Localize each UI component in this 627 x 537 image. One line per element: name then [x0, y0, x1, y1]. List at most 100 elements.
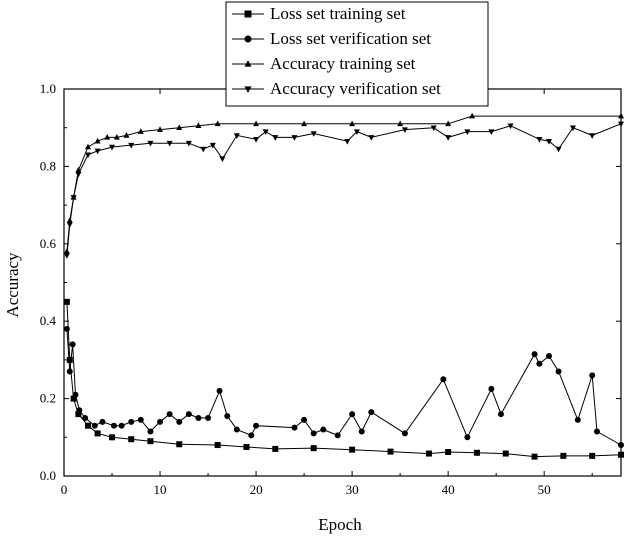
- data-point: [109, 434, 116, 441]
- data-point: [195, 414, 202, 421]
- legend-items: Loss set training set Loss set verificati…: [232, 4, 441, 98]
- data-point: [502, 450, 509, 457]
- data-point: [387, 448, 394, 455]
- data-point: [75, 411, 82, 418]
- data-point: [66, 356, 73, 363]
- data-point: [63, 325, 70, 332]
- y-axis-title: Accuracy: [3, 252, 22, 318]
- data-point: [82, 414, 89, 421]
- legend-marker: [244, 35, 252, 43]
- data-point: [113, 134, 120, 140]
- x-tick-label: 50: [538, 482, 551, 497]
- data-point: [253, 137, 260, 143]
- data-point: [368, 409, 375, 416]
- data-point: [118, 422, 125, 429]
- data-point: [464, 129, 471, 135]
- data-point: [110, 422, 117, 429]
- data-point: [176, 418, 183, 425]
- data-point: [545, 353, 552, 360]
- data-point: [464, 434, 471, 441]
- data-point: [66, 222, 73, 228]
- legend-item: Loss set training set: [232, 4, 406, 23]
- data-point: [358, 428, 365, 435]
- series-line: [66, 328, 622, 446]
- data-point: [272, 135, 279, 141]
- data-point: [63, 253, 70, 259]
- data-point: [536, 360, 543, 367]
- legend-label: Loss set verification set: [270, 29, 431, 48]
- data-point: [209, 142, 216, 149]
- data-point: [66, 368, 73, 375]
- legend-item: Accuracy verification set: [232, 79, 441, 98]
- data-point: [253, 120, 260, 127]
- data-point: [248, 432, 255, 439]
- y-tick-label: 0.4: [40, 313, 57, 328]
- x-tick-label: 10: [154, 482, 167, 497]
- data-point: [320, 426, 327, 433]
- data-point: [243, 443, 250, 450]
- data-point: [589, 452, 596, 459]
- legend-marker: [244, 10, 252, 18]
- legend-label: Accuracy verification set: [270, 79, 441, 98]
- legend-marker: [244, 60, 252, 67]
- data-point: [70, 395, 77, 402]
- data-point: [272, 445, 279, 452]
- legend: Loss set training set Loss set verificati…: [225, 1, 489, 107]
- data-point: [473, 449, 480, 456]
- data-point: [76, 407, 83, 414]
- data-point: [128, 142, 135, 149]
- series-line: [66, 115, 621, 252]
- data-point: [157, 418, 164, 425]
- data-point: [291, 135, 298, 141]
- data-point: [445, 449, 452, 456]
- data-point: [569, 125, 576, 132]
- data-point: [91, 422, 98, 429]
- data-point: [94, 137, 101, 144]
- data-point: [72, 391, 79, 398]
- data-point: [63, 298, 70, 305]
- data-point: [425, 450, 432, 457]
- data-point: [618, 121, 624, 128]
- data-point: [334, 432, 341, 439]
- data-point: [488, 129, 495, 135]
- data-point: [85, 152, 92, 159]
- data-point: [291, 424, 298, 431]
- data-point: [593, 428, 600, 435]
- data-point: [440, 376, 447, 383]
- y-tick-label: 0.6: [40, 236, 57, 251]
- data-point: [200, 146, 207, 153]
- axes: [63, 88, 622, 477]
- legend-box: [225, 1, 489, 107]
- data-point: [85, 143, 92, 150]
- data-point: [185, 411, 192, 418]
- data-point: [99, 418, 106, 425]
- data-point: [545, 138, 552, 145]
- x-tick-label: 40: [442, 482, 455, 497]
- data-point: [368, 135, 375, 141]
- data-point: [507, 123, 514, 130]
- data-point: [618, 451, 624, 458]
- x-tick-label: 30: [346, 482, 359, 497]
- series-2: [63, 112, 624, 254]
- data-point: [94, 148, 101, 155]
- data-point: [401, 430, 408, 437]
- data-point: [618, 112, 624, 119]
- data-point: [176, 124, 183, 130]
- data-point: [344, 138, 351, 145]
- data-point: [397, 120, 404, 127]
- data-point: [555, 146, 562, 153]
- data-point: [445, 135, 452, 141]
- y-tick-label: 0.0: [40, 468, 56, 483]
- data-point: [497, 411, 504, 418]
- x-axis-title: Epoch: [318, 515, 362, 534]
- data-point: [137, 416, 144, 423]
- data-point: [349, 120, 356, 127]
- data-point: [70, 195, 77, 201]
- data-point: [147, 428, 154, 435]
- data-point: [555, 368, 562, 375]
- data-point: [195, 122, 202, 129]
- data-point: [253, 422, 260, 429]
- data-point: [216, 387, 223, 394]
